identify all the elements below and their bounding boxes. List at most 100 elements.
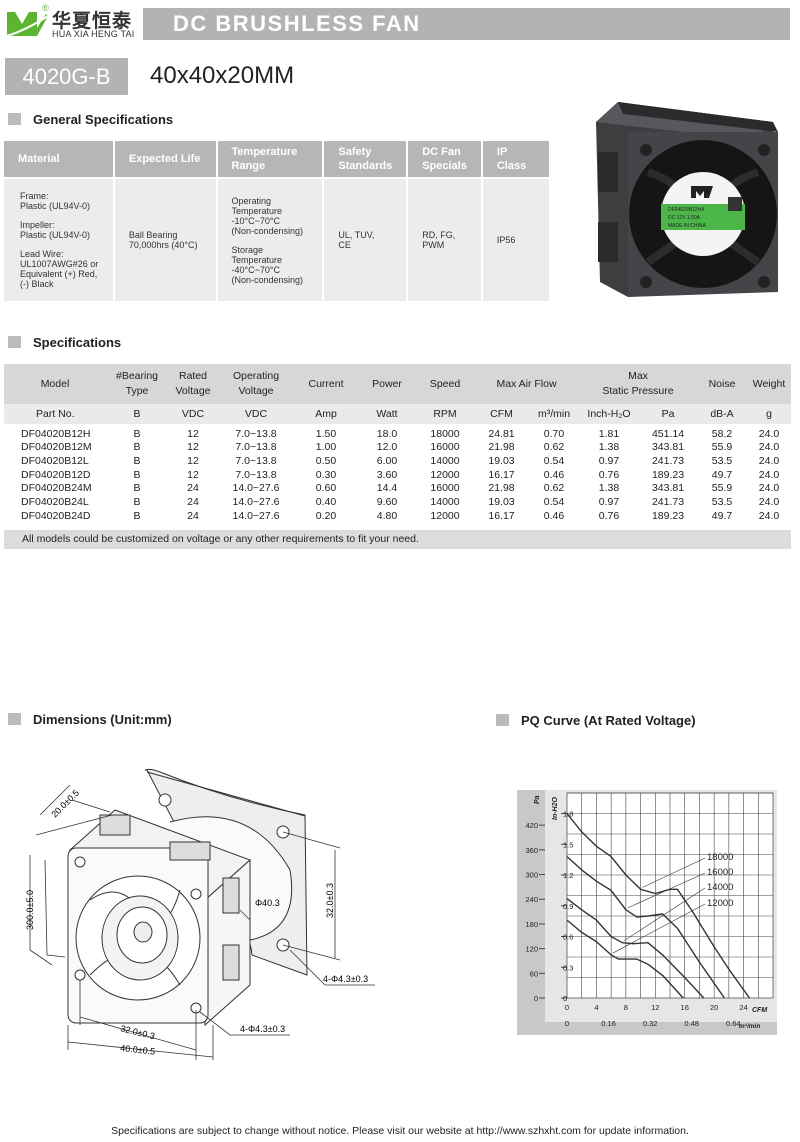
y2-axis-label: Pa [534,795,541,804]
spec-cell: 12 [187,468,199,481]
curve-pointer [624,887,706,941]
model-name: 4020G-B [5,58,128,95]
y2-tick-label: 180 [525,920,538,929]
spec-cell: 0.97 [598,455,620,468]
spec-unit-cell: VDC [168,404,218,424]
spec-cell: 24.81 [488,428,515,440]
spec-cell: 14000 [430,496,460,509]
pq-curve-12000 [566,919,684,999]
page-title: DC BRUSHLESS FAN [143,8,790,40]
spec-cell: 241.73 [651,496,685,509]
spec-header-cell: Max Air Flow [474,364,579,404]
spec-cell: 0.70 [543,428,565,440]
spec-cell: 16000 [430,482,460,495]
qr-code-icon [728,197,742,211]
spec-cell: 0.46 [543,468,565,481]
spec-unit-cell: Amp [294,404,358,424]
spec-cell: 24 [187,496,199,509]
spec-cell: 16.17 [488,509,515,522]
pq-curve-chart: 00.30.60.91.21.51.8060120180240300360420… [517,790,777,1035]
svg-text:300.0±5.0: 300.0±5.0 [25,890,35,930]
dimensions-heading: Dimensions (Unit:mm) [8,712,172,727]
spec-unit-cell: RPM [416,404,474,424]
y2-tick-label: 240 [525,895,538,904]
spec-cell: DF04020B12H [21,428,91,440]
product-photo: DF04020B12HA DC 12V 1.50A MADE IN CHINA [596,102,778,297]
table-row: DF04020B12L B 12 7.0~13.8 0.50 6.00 14000 19.03… [4,455,791,469]
spec-cell: 53.5 [711,496,733,509]
y-axis-label: In-H2O [552,797,559,821]
table-row: DF04020B12D B 12 7.0~13.8 0.30 3.60 12000 16.17… [4,468,791,482]
spec-cell: B [133,441,141,454]
svg-text:20.0±0.5: 20.0±0.5 [49,788,81,820]
spec-cell: 7.0~13.8 [235,428,277,440]
spec-header-cell: Model [4,364,106,404]
curve-label-18000: 18000 [707,852,733,863]
x-tick-label: 0 [565,1003,569,1012]
y-tick-label: 0 [563,994,567,1003]
col-ip-class: IP Class [482,141,549,177]
spec-cell: 189.23 [651,509,685,522]
svg-text:4-Φ4.3±0.3: 4-Φ4.3±0.3 [323,974,368,984]
spec-cell: 14.0~27.6 [232,482,280,495]
spec-unit-cell: Pa [639,404,697,424]
spec-cell: 12000 [430,509,460,522]
col-material: Material [4,141,113,177]
spec-cell: 53.5 [711,455,733,468]
col-specials: DC Fan Specials [408,141,481,177]
material-cell: Frame: Plastic (UL94V-0) Impeller: Plastic… [4,177,113,301]
spec-cell: 9.60 [376,496,398,509]
spec-cell: 0.76 [598,468,620,481]
svg-text:32.0±0.3: 32.0±0.3 [325,883,335,918]
registered-mark: ® [42,3,49,13]
spec-cell: 6.00 [376,455,398,468]
model-size: 40x40x20MM [150,62,295,89]
spec-cell: 24.0 [758,428,780,440]
spec-cell: 0.76 [598,509,620,522]
specifications-table: Model #Bearing Type Rated Voltage Operating Vo… [4,364,791,523]
y-tick-label: 0.6 [563,933,573,942]
spec-header-cell: Speed [416,364,474,404]
spec-cell: 0.62 [543,441,565,454]
spec-unit-cell: g [747,404,791,424]
specifications-heading: Specifications [8,335,121,350]
spec-cell: 0.60 [315,482,337,495]
specials-cell: RD, FG, PWM [408,177,481,301]
y-tick-label: 0.3 [563,963,573,972]
spec-cell: 16000 [430,441,460,454]
x2-tick-label: 0 [565,1019,569,1028]
spec-cell: 24.0 [758,468,780,481]
spec-cell: 19.03 [488,496,515,509]
curve-pointer [642,857,706,888]
spec-cell: 14000 [430,455,460,468]
spec-header-cell: Power [358,364,416,404]
col-temperature: Temperature Range [217,141,323,177]
y-tick-label: 1.5 [563,840,573,849]
spec-cell: 189.23 [651,468,685,481]
spec-header-cell: Rated Voltage [168,364,218,404]
curve-pointer [627,872,706,909]
svg-text:40.0±0.5: 40.0±0.5 [120,1043,156,1057]
spec-cell: DF04020B12M [21,441,92,454]
spec-cell: 1.81 [598,428,620,440]
spec-cell: 12000 [430,468,460,481]
spec-cell: B [133,455,141,468]
spec-cell: 4.80 [376,509,398,522]
spec-header-cell: #Bearing Type [106,364,168,404]
spec-cell: 24.0 [758,441,780,454]
expected-life-cell: Ball Bearing 70,000hrs (40°C) [114,177,216,301]
customization-note: All models could be customized on voltag… [4,530,791,549]
spec-header-cell: Max Static Pressure [579,364,697,404]
spec-cell: 24.0 [758,496,780,509]
spec-cell: 12.0 [376,441,398,454]
svg-text:4-Φ4.3±0.3: 4-Φ4.3±0.3 [240,1024,285,1034]
brand-name-cn: 华夏恒泰 [52,10,133,32]
x-tick-label: 20 [710,1003,718,1012]
col-safety: Safety Standards [324,141,407,177]
spec-cell: 1.38 [598,482,620,495]
spec-cell: 12 [187,428,199,440]
x2-tick-label: 0.16 [601,1019,616,1028]
spec-cell: 0.62 [543,482,565,495]
section-square-icon [496,714,509,726]
spec-cell: 18.0 [376,428,398,440]
